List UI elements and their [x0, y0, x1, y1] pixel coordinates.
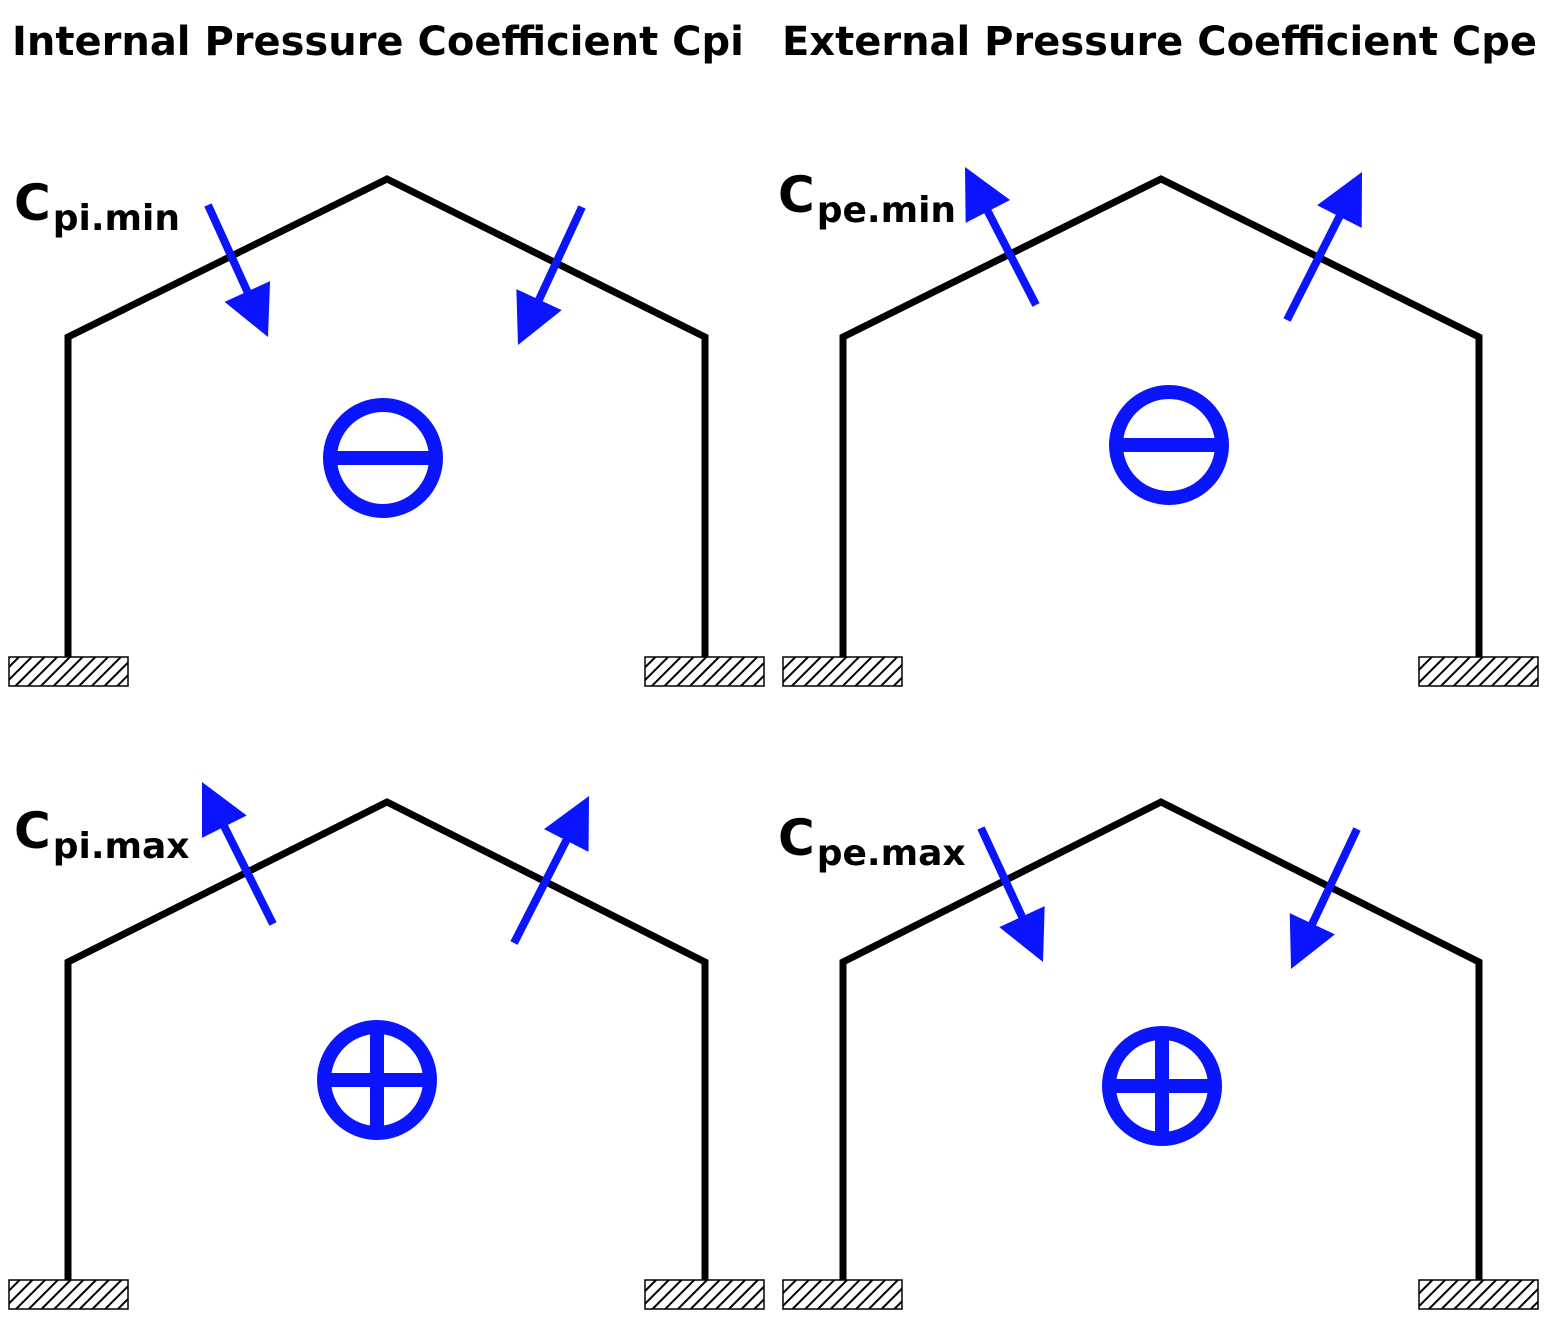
label-sub: pi.min — [53, 198, 180, 239]
pressure-arrow-right — [510, 796, 589, 945]
fixed-support-right — [1418, 1279, 1539, 1310]
pressure-arrow-left — [202, 782, 277, 926]
pressure-arrow-left — [977, 826, 1045, 962]
panel-label-internal-max: Cpi.max — [14, 802, 190, 867]
fixed-support-right — [1418, 656, 1539, 687]
fixed-support-left — [8, 656, 129, 687]
fixed-support-left — [782, 1279, 903, 1310]
label-main: C — [14, 802, 51, 860]
panel-internal-min: Cpi.min — [8, 174, 765, 687]
panel-label-external-min: Cpe.min — [778, 166, 956, 231]
pressure-arrow-right — [1283, 172, 1362, 322]
pressure-arrow-right — [516, 205, 586, 345]
portal-frame — [839, 175, 1483, 658]
panel-external-max: Cpe.max — [778, 798, 1539, 1310]
label-main: C — [778, 809, 815, 867]
panel-label-external-max: Cpe.max — [778, 809, 966, 874]
arrow-shaft — [982, 206, 1040, 307]
fixed-support-left — [782, 656, 903, 687]
arrow-head — [516, 289, 562, 345]
portal-frame — [64, 798, 709, 1281]
arrow-shaft — [977, 826, 1028, 922]
arrow-shaft — [510, 835, 572, 945]
label-sub: pe.max — [817, 833, 966, 874]
arrow-shaft — [1306, 827, 1361, 930]
fixed-support-right — [644, 1279, 765, 1310]
minus-circle-icon — [323, 398, 443, 518]
pressure-arrow-right — [1289, 827, 1361, 969]
arrow-shaft — [1283, 211, 1345, 322]
pressure-arrow-left — [965, 167, 1040, 307]
minus-circle-icon — [1109, 385, 1229, 505]
arrow-head — [202, 782, 247, 838]
arrow-shaft — [533, 205, 586, 305]
arrow-head — [965, 167, 1011, 223]
arrow-head — [999, 906, 1045, 962]
fixed-support-left — [8, 1279, 129, 1310]
panel-internal-max: Cpi.max — [8, 782, 765, 1310]
panel-external-min: Cpe.min — [778, 166, 1539, 687]
arrow-shaft — [218, 821, 277, 926]
label-sub: pi.max — [53, 826, 190, 867]
label-main: C — [14, 174, 51, 232]
arrow-shaft — [204, 203, 253, 297]
portal-frame — [64, 175, 709, 658]
external-heading: External Pressure Coefficient Cpe — [782, 19, 1537, 65]
panel-label-internal-min: Cpi.min — [14, 174, 180, 239]
arrow-head — [224, 281, 271, 337]
label-main: C — [778, 166, 815, 224]
plus-circle-icon — [1102, 1026, 1222, 1146]
arrow-head — [544, 796, 589, 852]
portal-frame — [839, 798, 1483, 1281]
arrow-head — [1289, 913, 1335, 969]
plus-circle-icon — [317, 1020, 437, 1140]
label-sub: pe.min — [817, 190, 956, 231]
pressure-arrow-left — [204, 203, 271, 337]
fixed-support-right — [644, 656, 765, 687]
arrow-head — [1317, 172, 1362, 228]
internal-heading: Internal Pressure Coefficient Cpi — [12, 19, 744, 65]
